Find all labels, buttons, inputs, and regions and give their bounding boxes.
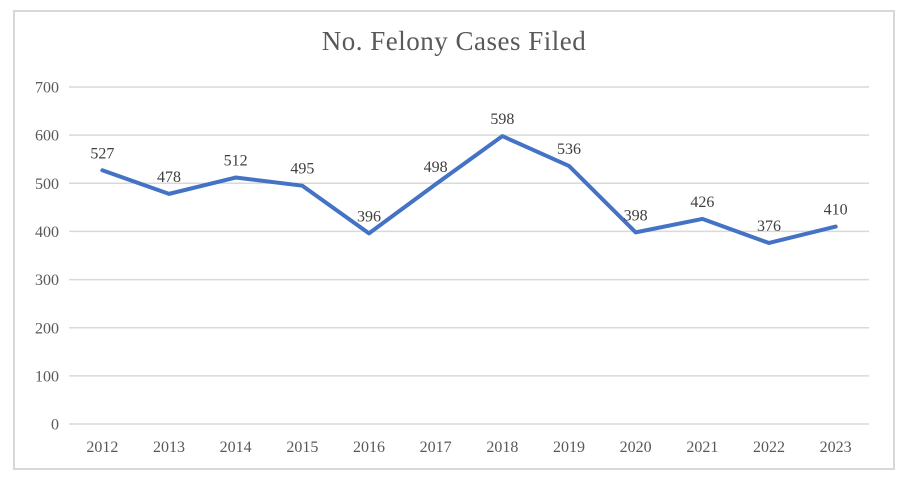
data-label: 536 [557, 141, 581, 158]
y-tick-label: 600 [35, 128, 59, 145]
x-tick-label: 2021 [686, 439, 718, 456]
x-tick-label: 2020 [620, 439, 652, 456]
chart-plot-area: 0 100 200 300 400 500 600 700 2012 2013 2014 2015 20… [35, 80, 869, 456]
x-tick-label: 2022 [753, 439, 785, 456]
data-label: 495 [290, 161, 314, 178]
data-label: 410 [824, 202, 848, 219]
data-label: 396 [357, 208, 381, 225]
chart-container: No. Felony Cases Filed 0 100 200 300 400 500 6… [13, 10, 895, 470]
x-tick-label: 2018 [486, 439, 518, 456]
data-label: 498 [424, 159, 448, 176]
x-tick-label: 2013 [153, 439, 185, 456]
y-tick-label: 400 [35, 224, 59, 241]
x-tick-label: 2017 [420, 439, 452, 456]
data-label: 512 [224, 153, 248, 170]
y-tick-label: 700 [35, 80, 59, 97]
y-tick-label: 500 [35, 176, 59, 193]
x-tick-label: 2014 [220, 439, 252, 456]
x-tick-label: 2012 [86, 439, 118, 456]
series-line [100, 134, 838, 245]
data-label: 527 [90, 145, 114, 162]
data-label: 478 [157, 169, 181, 186]
data-label: 376 [757, 218, 781, 235]
x-tick-label: 2019 [553, 439, 585, 456]
data-label: 398 [624, 207, 648, 224]
data-label: 426 [690, 194, 714, 211]
x-tick-label: 2023 [820, 439, 852, 456]
chart-title: No. Felony Cases Filed [321, 26, 587, 56]
y-tick-label: 100 [35, 368, 59, 385]
y-tick-label: 0 [51, 417, 59, 434]
y-tick-label: 200 [35, 320, 59, 337]
x-tick-label: 2015 [286, 439, 318, 456]
x-tick-label: 2016 [353, 439, 385, 456]
data-label: 598 [490, 111, 514, 128]
y-tick-label: 300 [35, 272, 59, 289]
